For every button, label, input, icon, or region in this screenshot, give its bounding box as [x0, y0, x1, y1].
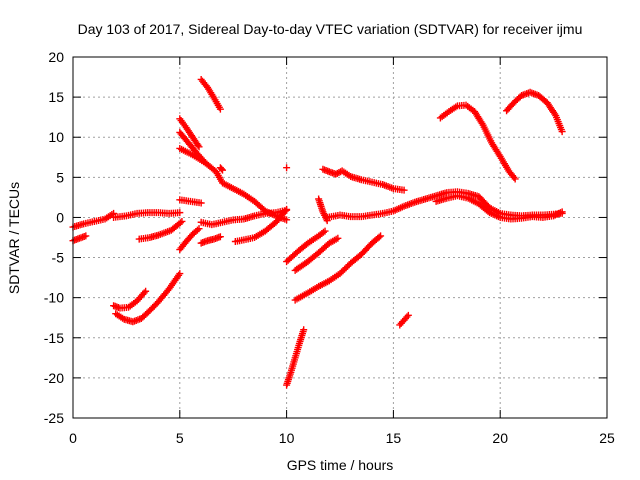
data-point	[551, 110, 559, 118]
x-tick-label: 0	[69, 430, 77, 446]
x-tick-label: 5	[176, 430, 184, 446]
gridlines	[73, 57, 607, 418]
x-tick-label: 10	[279, 430, 295, 446]
series-track-25	[432, 192, 566, 223]
chart-title: Day 103 of 2017, Sidereal Day-to-day VTE…	[78, 21, 583, 37]
series-track-4	[110, 287, 150, 312]
series-track-23	[319, 165, 408, 194]
data-point	[333, 169, 341, 177]
data-point	[193, 226, 201, 234]
series-track-14	[197, 233, 224, 247]
y-tick-label: -20	[44, 370, 64, 386]
data-point	[510, 173, 518, 181]
series-track-8	[176, 115, 203, 151]
y-tick-label: -5	[52, 250, 65, 266]
data-point	[404, 311, 412, 319]
data-point	[178, 217, 186, 225]
data-point	[283, 164, 291, 172]
data-point	[558, 208, 566, 216]
series-track-5	[112, 270, 184, 326]
data-point	[176, 219, 184, 227]
data-point	[400, 186, 408, 194]
y-tick-label: -15	[44, 330, 64, 346]
x-tick-label: 15	[386, 430, 402, 446]
data-point	[319, 228, 327, 236]
data-series	[69, 75, 566, 389]
data-point	[216, 105, 224, 113]
data-point	[195, 225, 203, 233]
data-point	[195, 143, 203, 151]
data-point	[217, 165, 225, 173]
y-axis-label: SDTVAR / TECUs	[6, 182, 22, 294]
series-track-28	[503, 88, 566, 136]
x-tick-label: 25	[599, 430, 615, 446]
data-point	[511, 175, 519, 183]
plot-frame	[72, 56, 608, 419]
series-track-27	[436, 101, 519, 183]
y-tick-label: 20	[48, 49, 64, 65]
y-tick-label: 5	[56, 169, 64, 185]
series-track-3	[110, 209, 184, 221]
data-point	[194, 141, 202, 149]
data-point	[377, 232, 385, 240]
data-point	[283, 205, 291, 213]
data-point	[300, 326, 308, 334]
series-track-11	[176, 196, 205, 207]
series-track-15	[216, 164, 227, 174]
series-track-22	[315, 195, 331, 225]
data-point	[82, 232, 90, 240]
series-track-7	[176, 225, 203, 254]
series-track-1	[69, 209, 118, 231]
series-track-13	[197, 206, 291, 229]
series-track-6	[135, 217, 186, 243]
series-track-2	[69, 232, 90, 245]
x-axis-label: GPS time / hours	[287, 457, 394, 473]
series-track-26	[396, 311, 412, 329]
data-point	[321, 227, 329, 235]
data-point	[281, 207, 289, 215]
series-track-12	[197, 75, 224, 113]
series-track-10	[176, 144, 291, 224]
data-point	[216, 233, 224, 241]
axis-ticks: 0 5 10 15 20 25 -25 -20 -15 -10 -5 0 5 10 15 20	[44, 49, 615, 446]
x-tick-label: 20	[492, 430, 508, 446]
series-track-21	[291, 234, 342, 274]
y-tick-label: 10	[48, 129, 64, 145]
data-point	[283, 216, 291, 224]
data-point	[140, 289, 148, 297]
y-tick-label: -25	[44, 410, 64, 426]
y-tick-label: 0	[56, 209, 64, 225]
data-point	[334, 234, 342, 242]
series-track-20	[291, 232, 385, 304]
y-tick-label: 15	[48, 89, 64, 105]
data-point	[403, 313, 411, 321]
data-point	[197, 199, 205, 207]
data-point	[176, 270, 184, 278]
series-track-19	[283, 227, 329, 266]
data-point	[558, 128, 566, 136]
data-point	[176, 209, 184, 217]
data-point	[332, 170, 340, 178]
series-track-18	[283, 326, 308, 389]
data-point	[219, 166, 227, 174]
series-track-16	[231, 205, 291, 246]
series-track-17	[283, 164, 291, 172]
data-point	[375, 233, 383, 241]
data-point	[142, 287, 150, 295]
y-tick-label: -10	[44, 290, 64, 306]
